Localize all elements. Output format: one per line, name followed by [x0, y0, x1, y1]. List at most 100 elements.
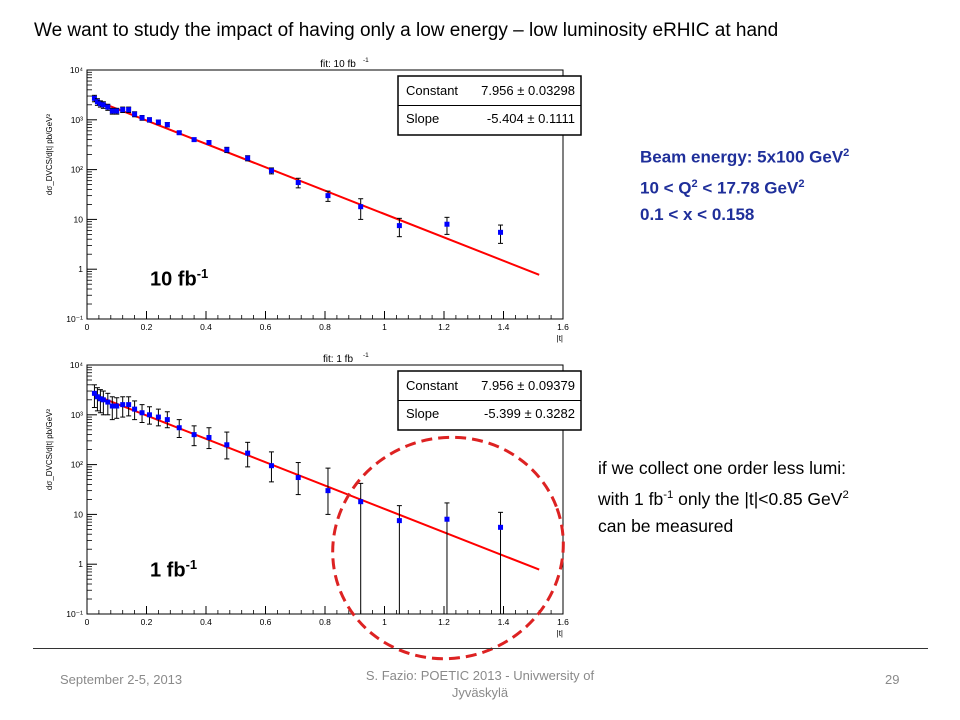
data-point: [191, 432, 197, 438]
data-point: [206, 140, 212, 146]
data-point: [191, 137, 197, 143]
data-point: [105, 399, 111, 405]
y-tick-label: 10²: [71, 460, 83, 470]
x-tick-label: 1.6: [557, 617, 569, 627]
data-point: [114, 403, 120, 409]
chart-title-sup: -1: [363, 352, 369, 359]
chart-1fb: 0 0.2 0.4 0.6 0.8 1 1.2 1.4 1.6 10⁻¹ 1 10 10² 10³ 10⁴ |…: [30, 350, 590, 640]
note-line-3: can be measured: [598, 515, 734, 536]
y-tick-label: 10³: [71, 410, 83, 420]
x-tick-label: 1.2: [438, 322, 450, 332]
data-point: [100, 397, 106, 403]
chart-svg: 0 0.2 0.4 0.6 0.8 1 1.2 1.4 1.6 10⁻¹ 1 10 10² 10³ 10⁴ |…: [45, 352, 582, 638]
fit-stats-value: -5.404 ± 0.1111: [487, 111, 575, 126]
chart-title-sup: -1: [363, 57, 369, 64]
x-tick-label: 1.2: [438, 617, 450, 627]
data-point: [325, 193, 331, 199]
data-point: [109, 403, 115, 409]
data-point: [132, 406, 138, 412]
x-tick-label: 1.4: [498, 322, 510, 332]
y-tick-label: 10³: [71, 115, 83, 125]
data-point: [91, 95, 97, 101]
data-point: [155, 119, 161, 125]
y-tick-label: 1: [78, 264, 83, 274]
data-point: [164, 417, 170, 423]
data-point: [139, 410, 145, 416]
x-tick-label: 1: [382, 617, 387, 627]
y-tick-label: 10⁻¹: [66, 314, 83, 324]
data-point: [105, 104, 111, 110]
data-point: [94, 394, 100, 400]
data-point: [109, 108, 115, 114]
lumi-note: if we collect one order less lumi: with …: [598, 455, 849, 540]
data-point: [245, 450, 251, 456]
x-range: 0.1 < x < 0.158: [640, 205, 755, 225]
y-axis-label: dσ_DVCS/d|t| pb/GeV²: [45, 409, 54, 490]
beam-energy: Beam energy: 5x100 GeV2: [640, 147, 850, 167]
x-axis-label: |t|: [557, 629, 563, 638]
fit-stats-label: Slope: [406, 111, 439, 126]
data-point: [120, 402, 126, 408]
y-tick-label: 10⁻¹: [66, 609, 83, 619]
chart-title: fit: 10 fb: [320, 59, 356, 70]
note-line-2: with 1 fb-1 only the |t|<0.85 GeV2: [598, 488, 849, 509]
x-tick-label: 0.4: [200, 322, 212, 332]
data-point: [176, 425, 182, 431]
y-tick-label: 10⁴: [70, 65, 83, 75]
data-point: [396, 223, 402, 229]
data-point: [97, 101, 103, 107]
data-point: [358, 499, 364, 505]
chart-10fb: 0 0.2 0.4 0.6 0.8 1 1.2 1.4 1.6 10⁻¹ 1 10 10² 10³ 10⁴ |…: [30, 55, 590, 345]
x-axis-label: |t|: [557, 334, 563, 343]
lumi-label-10fb: 10 fb-1: [150, 266, 209, 291]
data-point: [325, 488, 331, 494]
data-point: [268, 168, 274, 174]
footer-author: S. Fazio: POETIC 2013 - Univwersity of J…: [365, 668, 595, 700]
x-tick-label: 0.6: [260, 322, 272, 332]
y-tick-label: 1: [78, 559, 83, 569]
data-point: [358, 204, 364, 210]
data-point: [224, 147, 230, 153]
data-point: [206, 435, 212, 441]
data-point: [146, 117, 152, 123]
data-point: [268, 463, 274, 469]
fit-stats-label: Constant: [406, 378, 458, 393]
data-point: [164, 122, 170, 128]
y-tick-label: 10: [74, 509, 84, 519]
x-tick-label: 0.2: [141, 322, 153, 332]
note-line-1: if we collect one order less lumi:: [598, 458, 847, 478]
chart-svg: 0 0.2 0.4 0.6 0.8 1 1.2 1.4 1.6 10⁻¹ 1 10 10² 10³ 10⁴ |…: [45, 57, 582, 343]
fit-stats-label: Slope: [406, 406, 439, 421]
highlight-circle: [331, 435, 565, 661]
data-point: [498, 524, 504, 530]
x-tick-label: 0: [85, 322, 90, 332]
data-point: [126, 107, 132, 113]
lumi-label-1fb: 1 fb-1: [150, 557, 198, 582]
data-point: [295, 180, 301, 186]
footer-date: September 2-5, 2013: [60, 672, 183, 687]
data-point: [396, 518, 402, 524]
footer-page-number: 29: [885, 672, 900, 687]
x-tick-label: 1: [382, 322, 387, 332]
y-tick-label: 10⁴: [70, 360, 83, 370]
data-point: [91, 390, 97, 396]
data-point: [94, 99, 100, 105]
fit-line: [92, 98, 540, 276]
x-tick-label: 0: [85, 617, 90, 627]
data-point: [224, 442, 230, 448]
data-point: [139, 115, 145, 121]
fit-stats-value: 7.956 ± 0.03298: [481, 83, 575, 98]
fit-stats-label: Constant: [406, 83, 458, 98]
fit-stats-value: -5.399 ± 0.3282: [484, 406, 575, 421]
data-point: [97, 396, 103, 402]
x-tick-label: 0.8: [319, 322, 331, 332]
x-tick-label: 0.4: [200, 617, 212, 627]
footer-rule: [33, 648, 928, 649]
q2-range: 10 < Q2 < 17.78 GeV2: [640, 177, 805, 198]
x-tick-label: 0.2: [141, 617, 153, 627]
x-tick-label: 1.6: [557, 322, 569, 332]
data-point: [132, 111, 138, 117]
data-point: [176, 130, 182, 136]
data-point: [444, 221, 450, 227]
x-tick-label: 0.8: [319, 617, 331, 627]
